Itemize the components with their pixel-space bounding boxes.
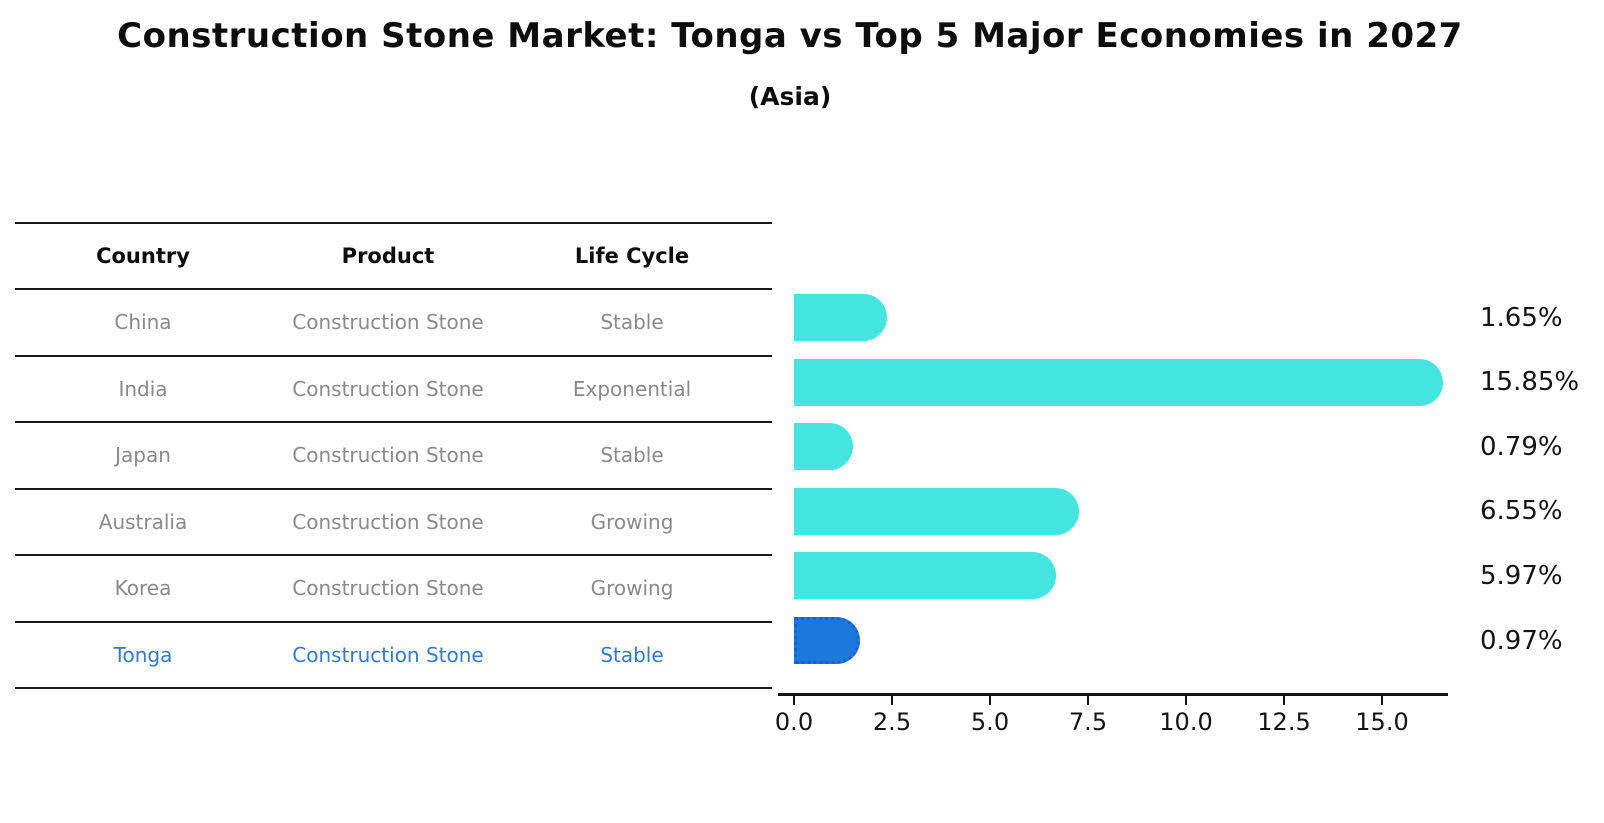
bar-korea xyxy=(794,552,1057,600)
x-axis-tick xyxy=(1185,695,1187,705)
value-label-australia: 6.55% xyxy=(1480,496,1563,527)
x-axis-tick xyxy=(891,695,893,705)
x-axis-tick xyxy=(793,695,795,705)
x-axis-tick-label: 5.0 xyxy=(970,708,1010,736)
table-header-product: Product xyxy=(341,244,435,268)
table-cell-australia-life_cycle: Growing xyxy=(590,509,674,534)
x-axis-tick-label: 12.5 xyxy=(1257,708,1311,736)
table-cell-tonga-life_cycle: Stable xyxy=(600,642,664,667)
value-label-india: 15.85% xyxy=(1480,367,1580,398)
table-cell-india-life_cycle: Exponential xyxy=(572,376,692,401)
value-label-korea: 5.97% xyxy=(1480,560,1563,591)
x-axis-tick xyxy=(1381,695,1383,705)
x-axis-tick xyxy=(989,695,991,705)
table-divider xyxy=(15,421,772,423)
value-label-japan: 0.79% xyxy=(1480,431,1563,462)
x-axis-tick-label: 7.5 xyxy=(1068,708,1108,736)
table-cell-china-country: China xyxy=(114,310,172,335)
table-cell-tonga-product: Construction Stone xyxy=(292,642,484,667)
bar-tonga xyxy=(794,617,861,664)
bar-japan xyxy=(794,423,853,471)
x-axis-line xyxy=(778,693,1448,696)
table-cell-australia-product: Construction Stone xyxy=(292,509,484,534)
x-axis-tick-label: 10.0 xyxy=(1159,708,1213,736)
value-label-tonga: 0.97% xyxy=(1480,625,1563,656)
table-header-country: Country xyxy=(96,244,190,268)
table-cell-china-life_cycle: Stable xyxy=(600,310,664,335)
chart-title: Construction Stone Market: Tonga vs Top … xyxy=(117,16,1463,56)
table-cell-tonga-country: Tonga xyxy=(113,642,173,667)
table-cell-china-product: Construction Stone xyxy=(292,310,484,335)
table-divider xyxy=(15,354,772,357)
table-cell-japan-product: Construction Stone xyxy=(292,443,484,468)
chart-subtitle: (Asia) xyxy=(748,82,832,111)
table-cell-australia-country: Australia xyxy=(98,509,188,534)
x-axis-tick-label: 0.0 xyxy=(774,708,814,736)
table-divider xyxy=(15,288,772,290)
value-label-china: 1.65% xyxy=(1480,302,1563,333)
table-cell-india-country: India xyxy=(118,376,168,401)
table-header-life_cycle: Life Cycle xyxy=(574,244,690,268)
table-divider xyxy=(15,554,772,556)
x-axis-tick-label: 2.5 xyxy=(872,708,912,736)
table-cell-korea-product: Construction Stone xyxy=(292,576,484,601)
table-divider xyxy=(15,222,772,224)
x-axis-tick xyxy=(1283,695,1285,705)
table-divider xyxy=(15,487,772,490)
bar-australia xyxy=(794,487,1079,535)
x-axis-tick xyxy=(1087,695,1089,705)
bar-india xyxy=(794,358,1444,406)
table-cell-korea-country: Korea xyxy=(114,576,172,601)
table-divider xyxy=(15,620,772,623)
bar-china xyxy=(794,294,887,341)
x-axis-tick-label: 15.0 xyxy=(1355,708,1409,736)
table-cell-india-product: Construction Stone xyxy=(292,376,484,401)
table-cell-japan-life_cycle: Stable xyxy=(600,443,664,468)
table-divider xyxy=(15,687,772,689)
table-cell-japan-country: Japan xyxy=(115,443,171,468)
table-cell-korea-life_cycle: Growing xyxy=(590,576,674,601)
